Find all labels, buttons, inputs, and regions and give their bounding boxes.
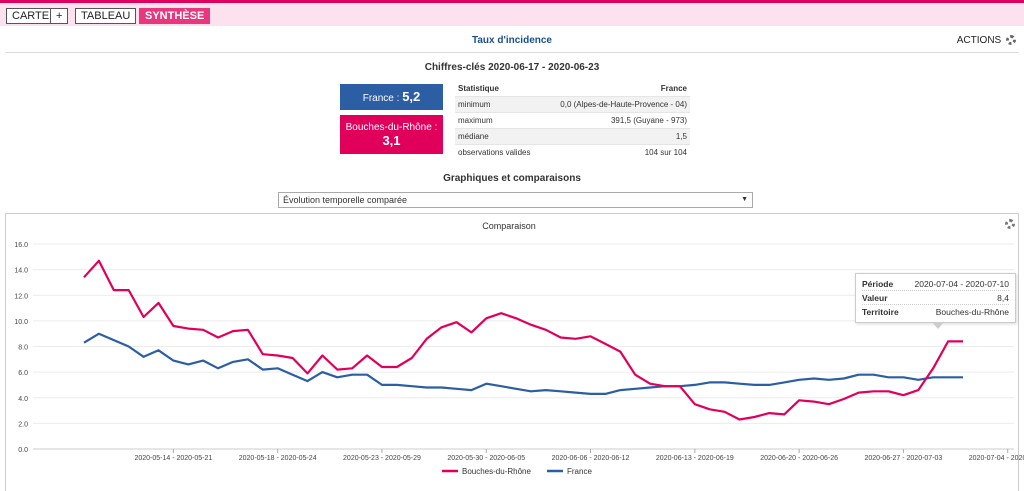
x-tick-label: 2020-06-13 - 2020-06-19 [656, 455, 734, 462]
actions-menu[interactable]: ACTIONS [957, 35, 1016, 46]
divider [5, 52, 1019, 53]
table-row: minimum 0,0 (Alpes-de-Haute-Provence - 0… [455, 95, 690, 112]
x-tick-label: 2020-05-23 - 2020-05-29 [343, 455, 421, 462]
table-row: maximum 391,5 (Guyane - 973) [455, 111, 690, 128]
x-tick-label: 2020-05-14 - 2020-05-21 [134, 455, 212, 462]
stat-name: maximum [455, 111, 543, 128]
stat-name: minimum [455, 95, 543, 112]
stats-header-statistique: Statistique [458, 84, 499, 94]
add-tab-button[interactable]: + [50, 8, 69, 24]
chart-title: Comparaison [482, 221, 536, 231]
panel-title: Taux d'incidence [472, 35, 552, 46]
series-line-france [83, 332, 963, 395]
actions-label: ACTIONS [956, 35, 1002, 46]
comparisons-title: Graphiques et comparaisons [443, 173, 581, 184]
tooltip-valeur-label: Valeur [862, 293, 888, 303]
series-line-bouches-du-rh-ne [83, 259, 963, 421]
territory-label: Bouches-du-Rhône : [345, 122, 438, 133]
territory-value: 3,1 [382, 133, 401, 148]
y-tick-label: 0.0 [18, 447, 28, 454]
gear-icon [1006, 35, 1016, 46]
table-row: observations valides 104 sur 104 [455, 143, 690, 160]
france-label: France : [362, 93, 403, 104]
tooltip-territoire-label: Territoire [862, 307, 899, 317]
y-tick-label: 2.0 [18, 421, 28, 428]
table-row: médiane 1,5 [455, 127, 690, 144]
france-value-box: France : 5,2 [340, 84, 443, 110]
x-tick-label: 2020-05-18 - 2020-05-24 [239, 455, 317, 462]
stat-name: observations valides [455, 143, 543, 160]
tooltip-periode-value: 2020-07-04 - 2020-07-10 [914, 279, 1009, 289]
tooltip-periode-label: Période [862, 279, 894, 289]
france-value: 5,2 [402, 89, 421, 104]
stat-name: médiane [455, 127, 543, 144]
tooltip-row: Valeur 8,4 [862, 291, 1009, 305]
tooltip-row: Territoire Bouches-du-Rhône [862, 305, 1009, 319]
tooltip-valeur-value: 8,4 [997, 293, 1009, 303]
chart-container [5, 213, 1019, 491]
y-tick-label: 10.0 [14, 319, 28, 326]
territory-value-box: Bouches-du-Rhône : 3,1 [340, 115, 443, 154]
y-tick-label: 14.0 [14, 268, 28, 275]
y-tick-label: 8.0 [18, 345, 28, 352]
top-tab-bar: CARTE + TABLEAU SYNTHÈSE [0, 0, 1024, 26]
stats-table: Statistique France minimum 0,0 (Alpes-de… [455, 82, 690, 160]
x-tick-label: 2020-06-20 - 2020-06-26 [760, 455, 838, 462]
tooltip-territoire-value: Bouches-du-Rhône [935, 307, 1009, 317]
stats-header-france: France [660, 84, 687, 94]
legend-label: France [567, 467, 592, 476]
legend-label: Bouches-du-Rhône [462, 467, 531, 476]
y-tick-label: 16.0 [14, 242, 28, 249]
tab-tableau[interactable]: TABLEAU [75, 8, 137, 24]
chart-type-select[interactable]: Évolution temporelle comparée ▼ [278, 192, 753, 208]
stat-value: 0,0 (Alpes-de-Haute-Provence - 04) [542, 95, 690, 112]
y-tick-label: 4.0 [18, 396, 28, 403]
x-tick-label: 2020-07-04 - 2020-07-10 [969, 455, 1024, 462]
tooltip-row: Période 2020-07-04 - 2020-07-10 [862, 277, 1009, 291]
y-tick-label: 12.0 [14, 293, 28, 300]
chart-settings-icon[interactable] [1005, 219, 1015, 229]
stat-value: 391,5 (Guyane - 973) [542, 111, 690, 128]
x-tick-label: 2020-05-30 - 2020-06-05 [447, 455, 525, 462]
caret-down-icon: ▼ [741, 196, 748, 203]
x-tick-label: 2020-06-27 - 2020-07-03 [864, 455, 942, 462]
stat-value: 1,5 [542, 127, 690, 144]
y-tick-label: 6.0 [18, 370, 28, 377]
chart-tooltip: Période 2020-07-04 - 2020-07-10 Valeur 8… [855, 273, 1016, 329]
chart-type-selected: Évolution temporelle comparée [283, 195, 408, 205]
stat-value: 104 sur 104 [542, 143, 690, 160]
tab-synthese[interactable]: SYNTHÈSE [139, 8, 211, 24]
x-tick-label: 2020-06-06 - 2020-06-12 [552, 455, 630, 462]
key-figures-title: Chiffres-clés 2020-06-17 - 2020-06-23 [424, 62, 600, 73]
